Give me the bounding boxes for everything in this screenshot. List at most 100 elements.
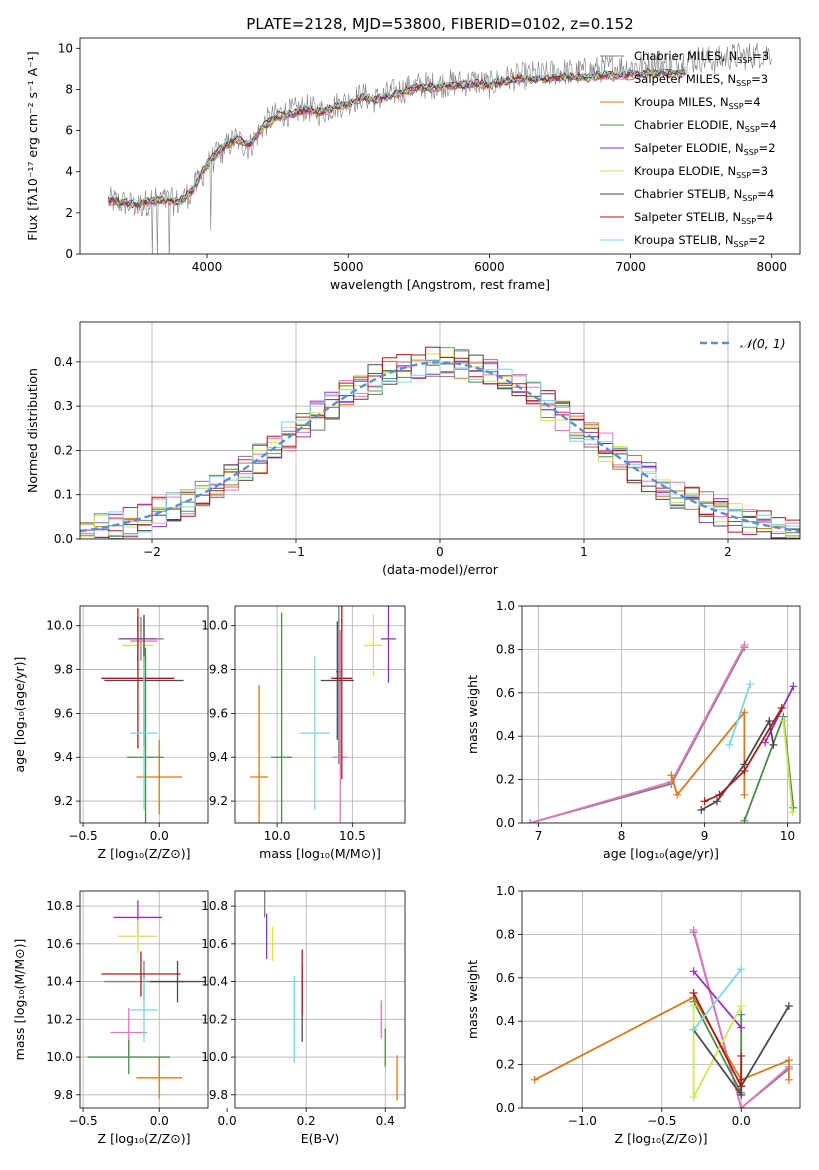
weight-line: [728, 683, 752, 746]
y-tick-label: 8: [65, 82, 73, 96]
weight-marker: [788, 808, 797, 817]
y-tick-label: 9.6: [209, 706, 228, 720]
x-tick-label: 7: [535, 829, 543, 843]
weight-marker: [689, 1025, 698, 1034]
weight-marker: [697, 805, 706, 814]
y-tick-label: 0.8: [496, 642, 515, 656]
plot-area: [235, 891, 405, 1108]
weight-line: [782, 720, 794, 813]
x-axis-label: E(B-V): [301, 1131, 340, 1146]
x-tick-label: −2: [143, 545, 161, 559]
weight-marker: [737, 1075, 746, 1084]
weight-marker: [777, 703, 786, 712]
legend-label: Salpeter ELODIE, NSSP=2: [634, 141, 776, 157]
weight-line: [530, 644, 746, 823]
weight-line: [670, 709, 746, 797]
y-tick-label: 10.6: [46, 937, 73, 951]
weight-marker: [689, 967, 698, 976]
x-tick-label: 5000: [333, 260, 364, 274]
x-tick-label: 2: [724, 545, 732, 559]
x-tick-label: 9: [701, 829, 709, 843]
y-axis-label: mass [log₁₀(M/M⊙)]: [12, 939, 27, 1061]
y-tick-label: 1.0: [496, 884, 515, 898]
y-tick-label: 0.4: [496, 1014, 515, 1028]
x-axis-label: mass [log₁₀(M/M⊙)]: [259, 846, 381, 861]
plot-area: [522, 606, 800, 823]
plot-area: [522, 891, 800, 1108]
y-tick-label: 10.4: [46, 975, 73, 989]
axes-frame: [521, 890, 801, 1109]
y-tick-label: 10.4: [201, 975, 228, 989]
weight-marker: [689, 988, 698, 997]
y-tick-label: 9.4: [54, 750, 73, 764]
plot-area: [80, 891, 208, 1108]
y-tick-label: 0.6: [496, 686, 515, 700]
weight-line: [692, 1001, 743, 1094]
residual-histogram: [80, 359, 800, 539]
y-tick-label: 9.8: [54, 1088, 73, 1102]
axes-frame: [234, 890, 406, 1109]
panel-residuals: −2 −1 0 1 2 0.0 0.1 0.2 0.3 0.4 (data-model)/error…: [25, 321, 801, 577]
y-axis-label: mass weight: [465, 960, 480, 1039]
weight-marker: [784, 1002, 793, 1011]
plot-area: [107, 42, 772, 254]
y-tick-label: 10.8: [46, 899, 73, 913]
y-tick-label: 9.8: [209, 1088, 228, 1102]
panel-weight_vs_age: 7 8 9 10 0.0 0.2 0.4 0.6 0.8 1.0 age [log₁₀(age/yr…: [465, 599, 801, 861]
axes-frame: [79, 890, 209, 1109]
weight-marker: [761, 738, 770, 747]
weight-marker: [779, 717, 788, 726]
weight-marker: [715, 790, 724, 799]
weight-marker: [530, 1075, 539, 1084]
y-tick-label: 0.4: [496, 729, 515, 743]
x-axis-label: Z [log₁₀(Z/Z⊙)]: [98, 846, 191, 861]
legend-label: Kroupa ELODIE, NSSP=3: [634, 164, 768, 180]
weight-line: [692, 1005, 790, 1098]
legend-label: Kroupa STELIB, NSSP=2: [634, 233, 766, 249]
y-tick-label: 9.2: [209, 794, 228, 808]
y-tick-label: 9.2: [54, 794, 73, 808]
y-tick-label: 0.1: [54, 488, 73, 502]
x-tick-label: −1: [287, 545, 305, 559]
weight-marker: [689, 1002, 698, 1011]
x-axis-label: wavelength [Angstrom, rest frame]: [330, 277, 550, 292]
x-axis-label: (data-model)/error: [382, 562, 499, 577]
weight-marker: [713, 797, 722, 806]
y-tick-label: 9.8: [54, 663, 73, 677]
y-tick-label: 9.4: [209, 750, 228, 764]
axes-frame: [521, 605, 801, 824]
y-tick-label: 10.0: [201, 1050, 228, 1064]
x-axis-label: Z [log₁₀(Z/Z⊙)]: [98, 1131, 191, 1146]
weight-marker: [789, 803, 798, 812]
x-axis-label: age [log₁₀(age/yr)]: [603, 846, 719, 861]
y-axis-label: age [log₁₀(age/yr)]: [12, 657, 27, 773]
x-tick-label: 0.0: [150, 829, 169, 843]
y-tick-label: 0.2: [496, 773, 515, 787]
weight-line: [692, 992, 743, 1087]
weight-marker: [784, 1056, 793, 1065]
legend-label: Kroupa MILES, NSSP=4: [634, 95, 761, 111]
y-tick-label: 1.0: [496, 599, 515, 613]
x-tick-label: 0.0: [218, 1114, 237, 1128]
x-tick-label: 8: [618, 829, 626, 843]
y-tick-label: 0.3: [54, 399, 73, 413]
x-tick-label: 0: [436, 545, 444, 559]
y-axis-label: Normed distribution: [25, 368, 40, 493]
weight-marker: [667, 771, 676, 780]
y-tick-label: 0.8: [496, 927, 515, 941]
weight-line: [530, 646, 746, 823]
y-tick-label: 0: [65, 247, 73, 261]
panel-mass_vs_Z: −0.5 0.0 9.8 10.0 10.2 10.4 10.6 10.8 Z [log₁₀(Z…: [12, 890, 209, 1146]
legend-label: Salpeter MILES, NSSP=3: [634, 72, 768, 88]
weight-marker: [746, 680, 755, 689]
y-tick-label: 0.0: [496, 816, 515, 830]
y-tick-label: 0.0: [496, 1101, 515, 1115]
y-axis-label: mass weight: [465, 675, 480, 754]
weight-marker: [737, 1010, 746, 1019]
x-tick-label: 0.4: [376, 1114, 395, 1128]
weight-marker: [765, 717, 774, 726]
panel-age_vs_Z: −0.5 0.0 9.2 9.4 9.6 9.8 10.0 Z [log₁₀(Z/Z⊙)] ag…: [12, 605, 209, 861]
weight-marker: [740, 766, 749, 775]
y-axis-label: Flux [fλ10⁻¹⁷ erg cm⁻² s⁻¹ A⁻¹]: [25, 51, 40, 240]
plot-area: [80, 322, 800, 539]
